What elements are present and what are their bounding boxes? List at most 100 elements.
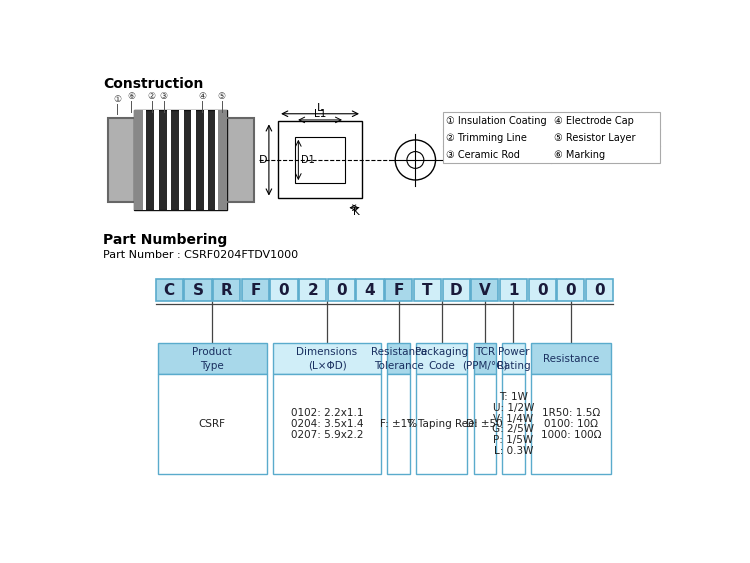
Text: D: D <box>259 155 267 165</box>
Bar <box>386 279 412 301</box>
Text: CSRF: CSRF <box>199 419 226 429</box>
Bar <box>471 279 498 301</box>
Text: D: D <box>450 283 462 298</box>
Text: TCR
(PPM/°C): TCR (PPM/°C) <box>462 347 508 370</box>
Text: Construction: Construction <box>103 77 203 91</box>
Text: 0204: 3.5x1.4: 0204: 3.5x1.4 <box>291 419 363 429</box>
Bar <box>271 279 298 301</box>
Text: U: 1/2W: U: 1/2W <box>493 403 534 413</box>
Bar <box>108 118 136 202</box>
Text: 4: 4 <box>364 283 375 298</box>
Bar <box>134 110 227 210</box>
Bar <box>356 279 383 301</box>
Text: ③: ③ <box>160 92 167 101</box>
Text: Power
Rating: Power Rating <box>496 347 530 370</box>
Bar <box>388 374 410 474</box>
Text: 1: 1 <box>509 283 519 298</box>
Text: 0: 0 <box>537 283 548 298</box>
Text: 1000: 100Ω: 1000: 100Ω <box>541 430 601 440</box>
Bar <box>191 110 196 210</box>
Bar <box>557 279 584 301</box>
Bar <box>328 279 355 301</box>
Text: ④ Electrode Cap: ④ Electrode Cap <box>554 115 634 126</box>
Text: ⑥: ⑥ <box>127 92 135 101</box>
Text: T: Taping Reel: T: Taping Reel <box>406 419 478 429</box>
Text: L: 0.3W: L: 0.3W <box>494 446 533 456</box>
Bar <box>204 110 209 210</box>
Text: L1: L1 <box>314 109 326 119</box>
Bar <box>134 110 143 210</box>
Text: T: 1W: T: 1W <box>499 392 528 402</box>
Text: C: C <box>164 283 175 298</box>
Bar <box>278 122 362 199</box>
Text: ⑤: ⑤ <box>217 92 226 101</box>
Text: V: V <box>478 283 490 298</box>
Text: ②: ② <box>148 92 156 101</box>
Bar <box>442 279 470 301</box>
Text: 1R50: 1.5Ω: 1R50: 1.5Ω <box>542 408 600 418</box>
Text: ①: ① <box>113 95 121 104</box>
Text: ④: ④ <box>198 92 206 101</box>
Text: ⑥ Marking: ⑥ Marking <box>554 150 605 159</box>
Text: 0102: 2.2x1.1: 0102: 2.2x1.1 <box>291 408 363 418</box>
Text: Packaging
Code: Packaging Code <box>416 347 468 370</box>
Bar <box>500 279 527 301</box>
Bar <box>503 374 525 474</box>
Text: 0: 0 <box>336 283 346 298</box>
Text: 2: 2 <box>308 283 318 298</box>
Bar <box>226 118 254 202</box>
Bar <box>473 374 496 474</box>
Text: Product
Type: Product Type <box>193 347 232 370</box>
Text: Part Number : CSRF0204FTDV1000: Part Number : CSRF0204FTDV1000 <box>103 250 298 260</box>
Text: D1: D1 <box>302 155 315 165</box>
Text: F: F <box>251 283 260 298</box>
Text: S: S <box>193 283 203 298</box>
Text: Resistance: Resistance <box>543 354 599 364</box>
Text: G: 2/5W: G: 2/5W <box>493 425 535 435</box>
Text: F: ±1%: F: ±1% <box>380 419 417 429</box>
Bar <box>273 374 381 474</box>
Bar <box>531 374 610 474</box>
Bar <box>416 374 467 474</box>
Text: ⑤ Resistor Layer: ⑤ Resistor Layer <box>554 133 635 142</box>
Text: P: 1/5W: P: 1/5W <box>494 435 533 445</box>
Text: ② Trimming Line: ② Trimming Line <box>446 133 526 142</box>
Text: 0100: 10Ω: 0100: 10Ω <box>544 419 598 429</box>
Bar <box>273 343 381 374</box>
Text: D: ±50: D: ±50 <box>466 419 503 429</box>
Bar <box>226 118 254 202</box>
Text: 0207: 5.9x2.2: 0207: 5.9x2.2 <box>291 430 363 440</box>
Text: R: R <box>220 283 232 298</box>
Text: L: L <box>317 102 323 113</box>
Bar <box>158 374 266 474</box>
Bar <box>416 343 467 374</box>
Bar <box>156 279 183 301</box>
Text: 0: 0 <box>566 283 576 298</box>
Bar <box>179 110 184 210</box>
Bar <box>414 279 441 301</box>
Bar <box>242 279 269 301</box>
Bar <box>158 343 266 374</box>
Bar <box>166 110 171 210</box>
Text: K: K <box>353 207 360 217</box>
Text: 0: 0 <box>594 283 604 298</box>
Bar <box>473 343 496 374</box>
Text: F: F <box>394 283 404 298</box>
Text: 0: 0 <box>279 283 290 298</box>
Bar <box>108 118 136 202</box>
Bar <box>299 279 326 301</box>
Bar <box>217 110 227 210</box>
Bar <box>442 112 659 163</box>
Bar <box>142 110 146 210</box>
Text: V: 1/4W: V: 1/4W <box>494 414 533 424</box>
Text: ③ Ceramic Rod: ③ Ceramic Rod <box>446 150 520 159</box>
Bar <box>184 279 211 301</box>
Bar <box>213 279 240 301</box>
Bar <box>586 279 613 301</box>
Text: ① Insulation Coating: ① Insulation Coating <box>446 115 546 126</box>
Bar <box>529 279 556 301</box>
Bar <box>214 110 219 210</box>
Text: T: T <box>422 283 433 298</box>
Bar <box>154 110 159 210</box>
Text: Dimensions
(L×ΦD): Dimensions (L×ΦD) <box>296 347 358 370</box>
